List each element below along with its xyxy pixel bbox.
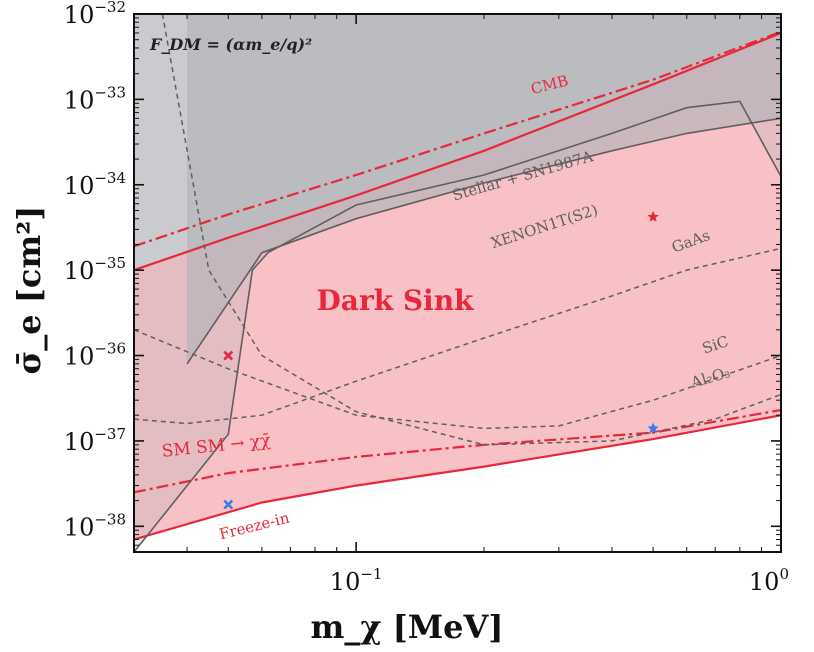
curve-freeze-in — [134, 414, 781, 541]
marker-cross-red — [223, 350, 234, 361]
marker-star-blue — [647, 422, 659, 434]
curve-sm-sm — [134, 408, 781, 494]
x-axis-label: m_χ [MeV] — [311, 608, 504, 646]
marker-star-red — [647, 210, 659, 222]
curve-sic — [134, 329, 781, 430]
region-xenon-excluded — [134, 14, 781, 552]
y-tick-label: 10−32 — [64, 0, 126, 29]
y-tick-label: 10−35 — [64, 254, 126, 285]
y-tick-label: 10−36 — [64, 340, 126, 371]
curves — [134, 14, 781, 552]
region-label-dark-sink: Dark Sink — [317, 284, 475, 317]
curve-xenon1t-s2 — [134, 100, 781, 552]
y-tick-label: 10−33 — [64, 83, 126, 114]
markers — [223, 210, 659, 510]
curve-cmb — [134, 31, 781, 272]
y-tick-label: 10−38 — [64, 510, 126, 541]
region-dark-sink — [134, 32, 781, 540]
x-tick-label: 10−1 — [330, 565, 383, 596]
x-tick-label: 100 — [749, 565, 789, 596]
y-tick-label: 10−34 — [64, 169, 126, 200]
annotation-freeze-in: Freeze-in — [217, 509, 291, 544]
curve-gaas — [134, 247, 781, 425]
region-stellar-excluded — [187, 14, 781, 364]
axis-ticks: 10−38 10−37 10−36 10−35 10−34 10−33 10−32 10−1 1… — [64, 0, 789, 596]
formfactor-label: F_DM = (αm_e/q)² — [149, 35, 312, 54]
marker-cross-blue — [223, 499, 234, 510]
y-axis-label: σ̄_e [cm²] — [10, 206, 48, 375]
curve-cmb-dash-dot — [134, 30, 781, 248]
y-tick-label: 10−37 — [64, 425, 126, 456]
curve-stellar-sn1987a — [186, 117, 781, 365]
